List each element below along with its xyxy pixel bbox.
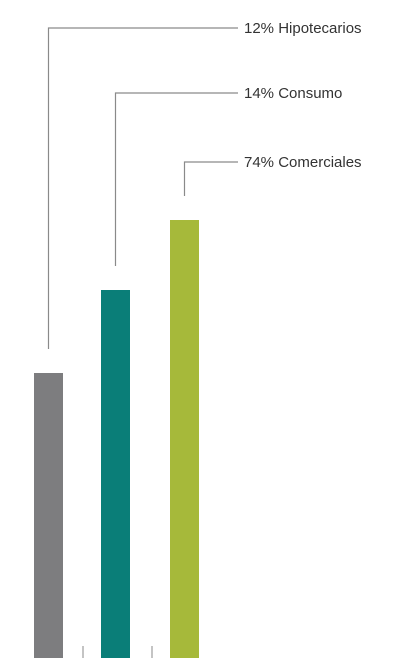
data-label-comerciales: 74% Comerciales [244, 154, 362, 171]
leader-line-comerciales [183, 161, 238, 196]
labels-layer: 12% Hipotecarios 14% Consumo 74% Comercial… [244, 20, 362, 171]
leader-line-consumo [114, 92, 238, 266]
bar-consumo [101, 290, 130, 658]
data-label-hipotecarios: 12% Hipotecarios [244, 20, 362, 37]
data-label-consumo: 14% Consumo [244, 85, 342, 102]
bars-layer [34, 220, 199, 658]
axis-ticks-layer [82, 646, 153, 658]
bar-hipotecarios [34, 373, 63, 658]
leader-lines-layer [47, 27, 238, 349]
leader-line-hipotecarios [47, 27, 238, 349]
bar-comerciales [170, 220, 199, 658]
